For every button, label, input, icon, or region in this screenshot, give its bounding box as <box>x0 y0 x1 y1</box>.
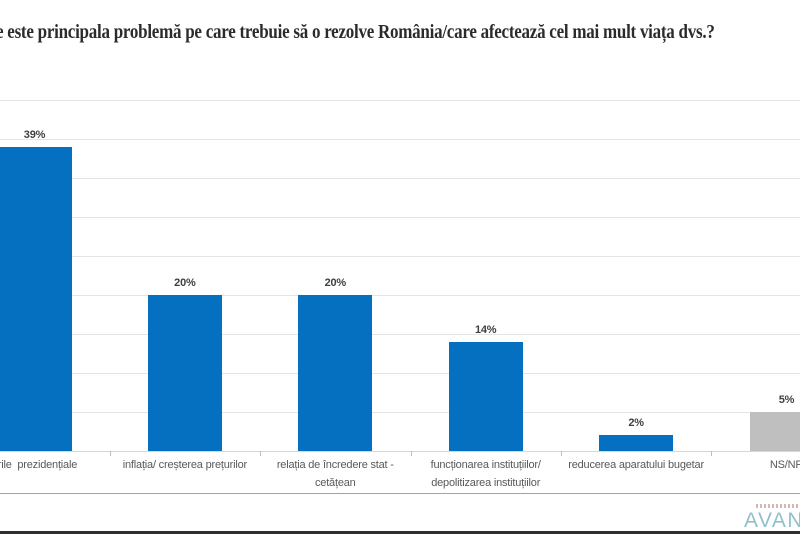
category-label-line: reducerea aparatului bugetar <box>568 459 704 471</box>
x-axis-tick <box>410 451 412 456</box>
gridline-0 <box>0 451 800 452</box>
bar-2 <box>147 295 222 451</box>
bar-5 <box>599 435 674 451</box>
category-label-3: relația de încredere stat - cetățean <box>260 456 411 492</box>
x-axis-tick <box>109 451 111 456</box>
gridline-25 <box>0 256 800 257</box>
gridline-30 <box>0 217 800 218</box>
bar-4 <box>448 341 523 451</box>
gridline-45 <box>0 100 800 101</box>
category-label-1: erile prezidențiale <box>0 456 110 474</box>
bar-3 <box>298 295 373 451</box>
data-label-1: 39% <box>23 128 46 141</box>
category-label-line: NS/NR <box>769 459 800 471</box>
category-label-line: inflația/ creșterea prețurilor <box>122 459 247 471</box>
category-label-4: funcționarea instituțiilor/depolitizarea… <box>410 456 561 492</box>
data-label-2: 20% <box>174 277 196 289</box>
bar-1 <box>0 146 72 451</box>
category-label-line: relația de încredere stat - <box>276 459 394 471</box>
gridline-15 <box>0 334 800 335</box>
gridline-5 <box>0 412 800 413</box>
category-label-line: erile prezidențiale <box>0 459 78 471</box>
category-label-5: reducerea aparatului bugetar <box>561 456 712 474</box>
x-axis-tick <box>260 451 262 456</box>
data-label-3: 20% <box>324 277 347 289</box>
category-label-2: inflația/ creșterea prețurilor <box>109 456 260 474</box>
footer-divider <box>0 493 800 494</box>
logo-tagline <box>756 504 800 508</box>
data-label-4: 14% <box>474 323 497 336</box>
bar-6 <box>749 412 800 451</box>
gridline-20 <box>0 295 800 296</box>
data-label-6: 5% <box>778 394 795 406</box>
bottom-edge-bar <box>0 531 800 534</box>
gridline-35 <box>0 178 800 179</box>
logo-text: AVAN <box>744 509 800 532</box>
chart-title: e este principala problemă pe care trebu… <box>0 21 715 43</box>
x-axis-tick <box>560 451 562 456</box>
gridline-10 <box>0 373 800 374</box>
category-label-line: funcționarea instituțiilor/ <box>430 459 541 471</box>
category-label-6: NS/NR <box>711 456 800 474</box>
data-label-5: 2% <box>628 417 644 430</box>
x-axis-tick <box>711 451 713 456</box>
gridline-40 <box>0 139 800 140</box>
category-label-line: depolitizarea instituțiilor <box>431 477 541 489</box>
category-label-line: cetățean <box>314 477 356 489</box>
